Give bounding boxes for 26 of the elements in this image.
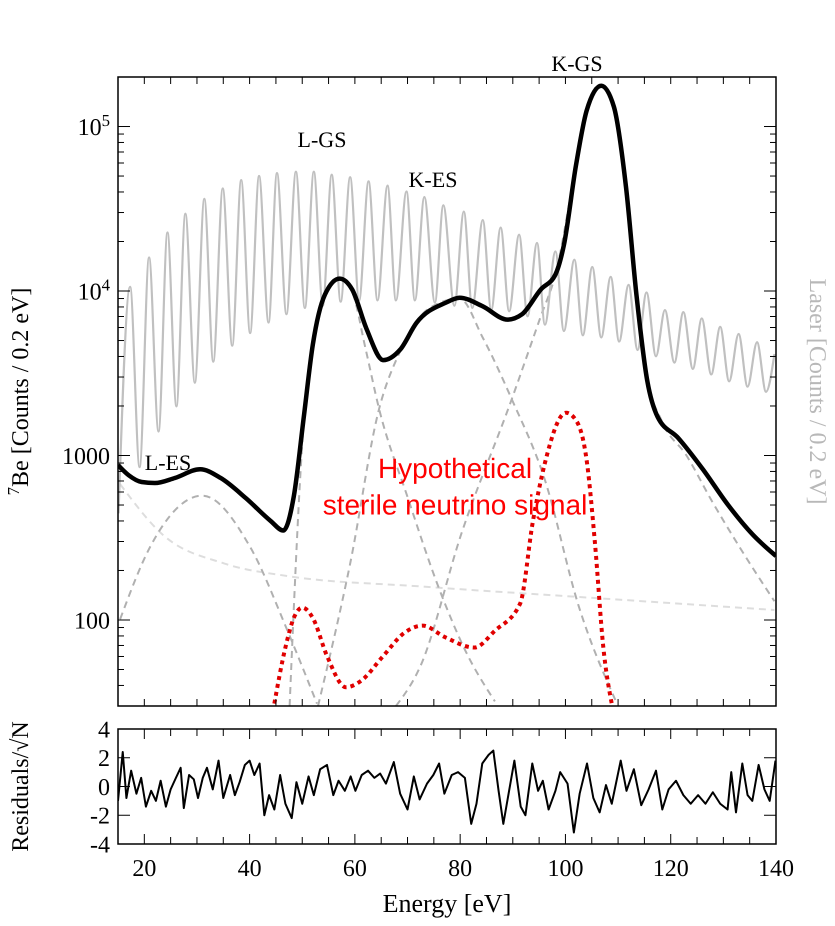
annotation: K-ES: [408, 167, 458, 192]
y-tick-label: -4: [90, 832, 110, 858]
x-tick-label: 40: [238, 856, 262, 882]
y-tick-label: 100: [74, 608, 110, 634]
annotation: Hypothetical sterile neutrino signal: [322, 453, 588, 520]
x-tick-label: 20: [132, 856, 156, 882]
y-tick-label: 2: [98, 746, 110, 772]
y-tick-label: 0: [98, 774, 110, 801]
text: K-GS: [551, 51, 603, 76]
y-axis-title: Residuals/√N: [8, 721, 34, 852]
y-tick-label: 10$^{4}$: [78, 274, 111, 306]
y-tick-label: 4: [98, 717, 110, 744]
y-tick-label: 1000: [62, 444, 110, 470]
line-series: [119, 483, 776, 612]
line-series: [272, 410, 614, 706]
x-tick-label: 100: [547, 856, 584, 882]
annotation: L-GS: [298, 127, 346, 152]
x-tick-label: 80: [448, 856, 472, 882]
y2-axis-title: Laser [Counts / 0.2 eV]: [804, 278, 830, 504]
x-tick-label: 140: [758, 856, 794, 882]
x-tick-label: 60: [342, 856, 367, 882]
x-axis-title: Energy [eV]: [382, 889, 512, 918]
annotation: L-ES: [144, 450, 192, 475]
y-tick-label: 10$^{5}$: [78, 110, 110, 141]
x-tick-label: 120: [652, 856, 689, 882]
y-tick-label: -2: [90, 804, 110, 830]
